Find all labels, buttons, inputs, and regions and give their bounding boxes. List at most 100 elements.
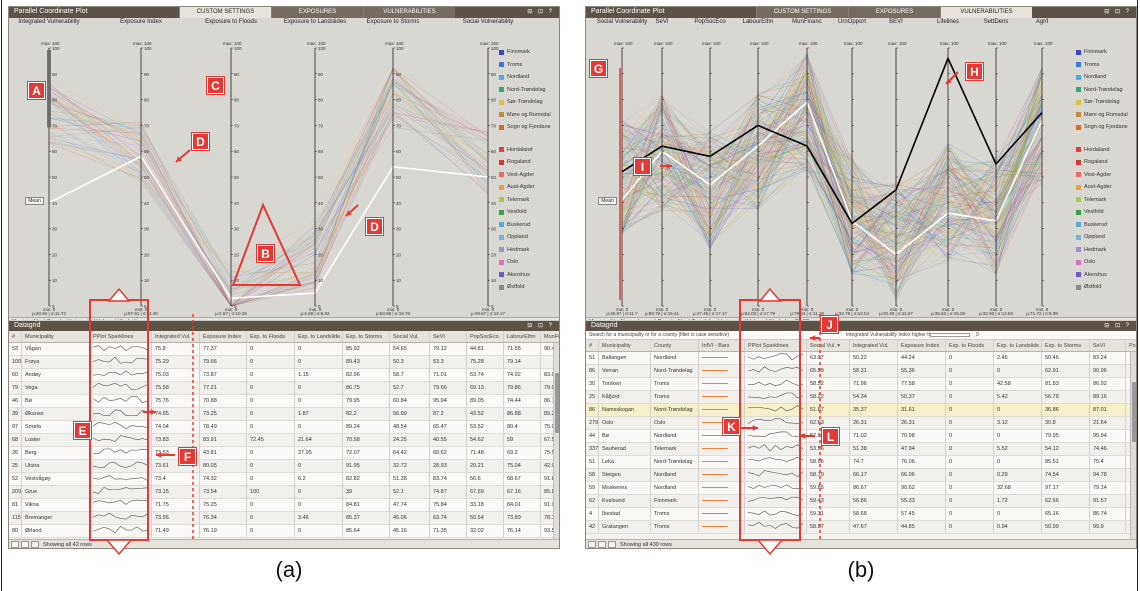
legend-item[interactable]: Nord-Trøndelag bbox=[1076, 84, 1136, 97]
legend-item[interactable]: Akershus bbox=[1076, 269, 1136, 282]
first-page-button[interactable] bbox=[11, 541, 19, 548]
column-header[interactable]: Exp. to Storms bbox=[1042, 340, 1090, 351]
municipality-line[interactable] bbox=[621, 68, 1043, 247]
column-header[interactable]: InfVI - Bars bbox=[699, 340, 745, 351]
municipality-line[interactable] bbox=[621, 94, 1043, 273]
legend-item[interactable]: Sogn og Fjordane bbox=[499, 121, 559, 134]
datagrid-scrollbar[interactable] bbox=[1130, 352, 1136, 539]
municipality-line[interactable] bbox=[621, 80, 1043, 300]
column-header[interactable]: Exposure Index bbox=[200, 331, 247, 342]
column-header[interactable]: PPlot Sparklines bbox=[90, 331, 152, 342]
legend-item[interactable]: Buskerud bbox=[1076, 219, 1136, 232]
municipality-line[interactable] bbox=[621, 67, 1043, 238]
legend-item[interactable]: Oslo bbox=[1076, 256, 1136, 269]
selected-municipality-line[interactable] bbox=[621, 56, 1043, 225]
legend-item[interactable]: Nordland bbox=[499, 71, 559, 84]
datagrid-scrollbar[interactable] bbox=[553, 343, 559, 539]
column-header[interactable]: MunFinanc bbox=[541, 331, 559, 342]
table-row[interactable]: 26 Berg 73.53 43.81 0 27.95 72.07 64.42 60.62 71.… bbox=[9, 447, 559, 460]
mean-line[interactable] bbox=[621, 100, 1043, 256]
legend-item[interactable]: Oppland bbox=[499, 231, 559, 244]
column-header[interactable]: Social Vul. ▾ bbox=[807, 340, 850, 351]
municipality-line[interactable] bbox=[621, 78, 1043, 282]
axis[interactable]: max: 100 min: 0 bbox=[702, 41, 721, 312]
municipality-line[interactable] bbox=[621, 138, 1043, 257]
prev-page-button[interactable] bbox=[21, 541, 29, 548]
tab-exposures[interactable]: EXPOSURES bbox=[271, 7, 363, 18]
municipality-line[interactable] bbox=[621, 125, 1043, 236]
axis[interactable]: max: 100 min: 0 bbox=[988, 41, 1007, 312]
legend-item[interactable]: Møre og Romsdal bbox=[1076, 109, 1136, 122]
municipality-line[interactable] bbox=[621, 138, 1043, 275]
municipality-line[interactable] bbox=[621, 115, 1043, 275]
table-row[interactable]: 279 Oslo Oslo 62.63 26.31 26.31 0 3.12 30.8 21.64 bbox=[586, 417, 1136, 430]
pcp-plot-area[interactable]: max: 100 min: 0 max: 100 min: 0 max: 100 min:… bbox=[586, 18, 1136, 320]
municipality-line[interactable] bbox=[621, 108, 1043, 272]
next-page-button[interactable] bbox=[608, 541, 616, 548]
legend-item[interactable]: Telemark bbox=[1076, 194, 1136, 207]
table-row[interactable]: 51 Ballangen Nordland 63.07 50.22 44.24 0 2.46 5… bbox=[586, 352, 1136, 365]
legend-item[interactable]: Vestfold bbox=[1076, 206, 1136, 219]
table-row[interactable]: 44 Bø Nordland 57.84 71.02 70.98 0 0 79.95 95.94 bbox=[586, 430, 1136, 443]
column-header[interactable]: LabourEthn bbox=[504, 331, 541, 342]
legend-item[interactable]: Telemark bbox=[499, 194, 559, 207]
window-buttons[interactable]: ⊟ ⊡ ? bbox=[527, 9, 554, 15]
legend-item[interactable]: Østfold bbox=[499, 281, 559, 294]
next-page-button[interactable] bbox=[31, 541, 39, 548]
municipality-line[interactable] bbox=[621, 77, 1043, 259]
table-row[interactable]: 58 Steigen Nordland 58.79 66.17 66.06 0 0.29 74.… bbox=[586, 469, 1136, 482]
legend-item[interactable]: Aust-Agder bbox=[1076, 181, 1136, 194]
municipality-line[interactable] bbox=[48, 102, 489, 307]
tab-custom-settings[interactable]: CUSTOM SETTINGS bbox=[756, 7, 848, 18]
legend-item[interactable]: Finnmark bbox=[1076, 46, 1136, 59]
axis[interactable]: max: 100 min: 0 bbox=[888, 41, 907, 312]
column-header[interactable]: SeVI bbox=[1090, 340, 1126, 351]
axis[interactable]: max: 100 min: 0 bbox=[940, 41, 959, 312]
table-row[interactable]: 59 Moskenes Nordland 59.85 86.67 90.62 0 32.68 9… bbox=[586, 482, 1136, 495]
table-row[interactable]: 39 Øksnes 74.65 73.25 0 1.87 82.2 56.99 87.2 43.5… bbox=[9, 408, 559, 421]
table-row[interactable]: 97 Smøla 74.04 78.49 0 0 89.24 48.54 65.47 53.52 8… bbox=[9, 421, 559, 434]
column-header[interactable]: Exp. to Floods bbox=[247, 331, 295, 342]
column-header[interactable]: Municipality bbox=[22, 331, 90, 342]
legend-item[interactable]: Akershus bbox=[499, 269, 559, 282]
table-row[interactable]: 60 Andøy 75.03 73.87 0 1.15 82.96 58.7 71.01 53.7… bbox=[9, 369, 559, 382]
municipality-line[interactable] bbox=[621, 74, 1043, 251]
axis[interactable]: max: 100 min: 0 bbox=[1034, 41, 1053, 312]
prev-page-button[interactable] bbox=[598, 541, 606, 548]
municipality-line[interactable] bbox=[48, 67, 489, 307]
column-header[interactable]: PPlot Sparklines bbox=[745, 340, 807, 351]
municipality-line[interactable] bbox=[621, 95, 1043, 300]
legend-item[interactable]: Nordland bbox=[1076, 71, 1136, 84]
municipality-line[interactable] bbox=[621, 76, 1043, 207]
municipality-line[interactable] bbox=[621, 74, 1043, 285]
legend-item[interactable]: Hedmark bbox=[1076, 244, 1136, 257]
municipality-line[interactable] bbox=[621, 55, 1043, 247]
municipality-line[interactable] bbox=[621, 97, 1043, 266]
table-row[interactable]: 81 Vikna 71.75 75.25 0 0 84.81 47.74 75.84 33.18 8… bbox=[9, 499, 559, 512]
municipality-line[interactable] bbox=[621, 104, 1043, 245]
municipality-line[interactable] bbox=[621, 93, 1043, 276]
municipality-line[interactable] bbox=[48, 80, 489, 307]
column-header[interactable]: Municipality bbox=[599, 340, 651, 351]
datagrid-window-buttons[interactable]: ⊟ ⊡ ? bbox=[1104, 323, 1131, 329]
table-row[interactable]: 68 Luster 73.83 83.91 72.45 21.64 70.58 24.25 40… bbox=[9, 434, 559, 447]
search-input[interactable]: Search for a municipality or for a count… bbox=[589, 332, 730, 338]
window-buttons[interactable]: ⊟ ⊡ ? bbox=[1104, 9, 1131, 15]
column-header[interactable]: Exposure Index bbox=[898, 340, 946, 351]
column-header[interactable]: Po bbox=[1126, 340, 1136, 351]
legend-item[interactable]: Oslo bbox=[499, 256, 559, 269]
municipality-line[interactable] bbox=[621, 72, 1043, 224]
column-header[interactable]: County bbox=[651, 340, 699, 351]
municipality-line[interactable] bbox=[48, 89, 489, 305]
municipality-line[interactable] bbox=[48, 84, 489, 307]
table-row[interactable]: 86 Namsskogan Nord-Trøndelag 51.87 35.37 31.6… bbox=[586, 404, 1136, 417]
municipality-line[interactable] bbox=[621, 67, 1043, 261]
municipality-line[interactable] bbox=[621, 64, 1043, 274]
municipality-line[interactable] bbox=[621, 53, 1043, 251]
municipality-line[interactable] bbox=[621, 107, 1043, 296]
municipality-line[interactable] bbox=[48, 68, 489, 307]
mean-line[interactable] bbox=[48, 155, 489, 300]
datagrid-window-buttons[interactable]: ⊟ ⊡ ? bbox=[527, 323, 554, 329]
tab-exposures[interactable]: EXPOSURES bbox=[848, 7, 940, 18]
